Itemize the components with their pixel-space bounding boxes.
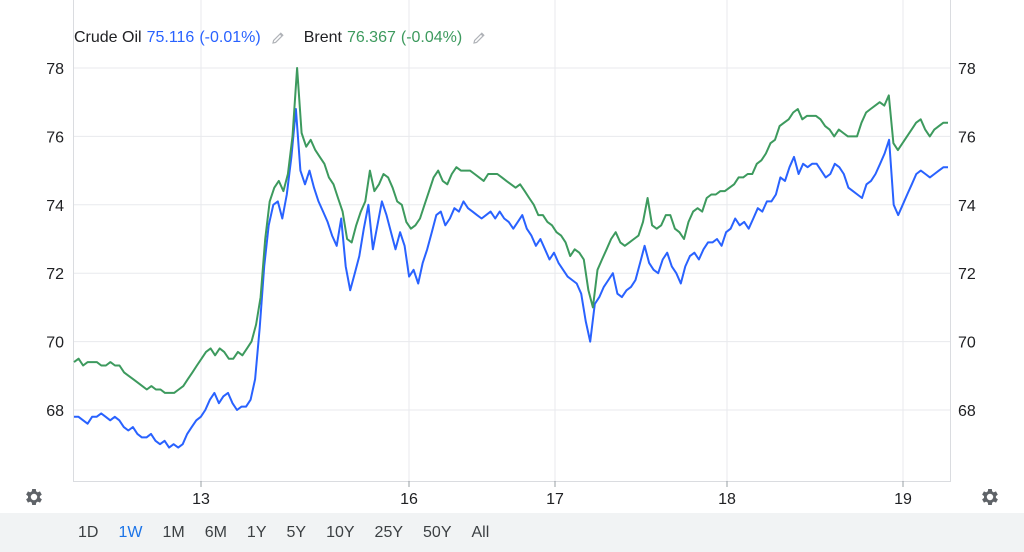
legend-change: (-0.01%) xyxy=(199,29,261,46)
range-button-1y[interactable]: 1Y xyxy=(246,524,267,541)
x-tick-label: 16 xyxy=(400,491,418,508)
y-axis-left: 68 70 72 74 76 78 xyxy=(46,61,64,420)
range-button-1m[interactable]: 1M xyxy=(162,524,185,541)
gear-icon[interactable] xyxy=(23,486,45,508)
y-tick-label: 78 xyxy=(958,61,976,78)
legend-item-brent[interactable]: Brent 76.367 (-0.04%) xyxy=(304,29,488,47)
legend-item-crude-oil[interactable]: Crude Oil 75.116 (-0.01%) xyxy=(74,29,286,47)
gear-icon[interactable] xyxy=(979,486,1001,508)
x-tick-label: 19 xyxy=(894,491,912,508)
price-chart[interactable]: 68 70 72 74 76 78 68 70 72 74 76 78 13 16 17 18 19 xyxy=(0,0,1024,513)
y-axis-right: 68 70 72 74 76 78 xyxy=(958,61,976,420)
y-tick-label: 78 xyxy=(46,61,64,78)
range-button-25y[interactable]: 25Y xyxy=(374,524,404,541)
gridlines xyxy=(73,0,951,482)
y-tick-label: 68 xyxy=(958,403,976,420)
series-lines xyxy=(73,67,948,449)
legend-name: Brent xyxy=(303,29,342,46)
pencil-icon[interactable] xyxy=(270,30,286,46)
legend-name: Crude Oil xyxy=(74,29,142,46)
x-axis: 13 16 17 18 19 xyxy=(192,481,912,508)
legend-change: (-0.04%) xyxy=(400,29,463,46)
range-button-5y[interactable]: 5Y xyxy=(286,524,307,541)
range-button-all[interactable]: All xyxy=(471,524,490,541)
range-selector: 1D 1W 1M 6M 1Y 5Y 10Y 25Y 50Y All xyxy=(0,513,1024,552)
chart-legend: Crude Oil 75.116 (-0.01%) Brent 76.367 (… xyxy=(74,26,505,50)
pencil-icon[interactable] xyxy=(471,30,487,46)
y-tick-label: 76 xyxy=(46,129,64,146)
y-tick-label: 70 xyxy=(46,335,64,352)
range-button-1d[interactable]: 1D xyxy=(78,524,99,541)
y-tick-label: 68 xyxy=(46,403,64,420)
x-tick-label: 17 xyxy=(546,491,564,508)
y-tick-label: 74 xyxy=(958,198,976,215)
x-tick-label: 18 xyxy=(718,491,736,508)
plot-left-border xyxy=(73,0,74,481)
y-tick-label: 72 xyxy=(958,266,976,283)
range-button-50y[interactable]: 50Y xyxy=(423,524,452,541)
series-line-brent xyxy=(73,67,948,394)
y-tick-label: 76 xyxy=(958,129,976,146)
range-button-10y[interactable]: 10Y xyxy=(326,524,355,541)
y-tick-label: 70 xyxy=(958,335,976,352)
range-button-1w[interactable]: 1W xyxy=(118,524,143,541)
legend-value: 76.367 xyxy=(346,29,396,46)
y-tick-label: 74 xyxy=(46,198,64,215)
plot-bottom-border xyxy=(73,481,951,482)
range-button-6m[interactable]: 6M xyxy=(204,524,227,541)
legend-value: 75.116 xyxy=(146,29,195,46)
x-tick-label: 13 xyxy=(192,491,210,508)
plot-right-border xyxy=(950,0,951,481)
y-tick-label: 72 xyxy=(46,266,64,283)
series-line-crude-oil xyxy=(74,108,948,449)
